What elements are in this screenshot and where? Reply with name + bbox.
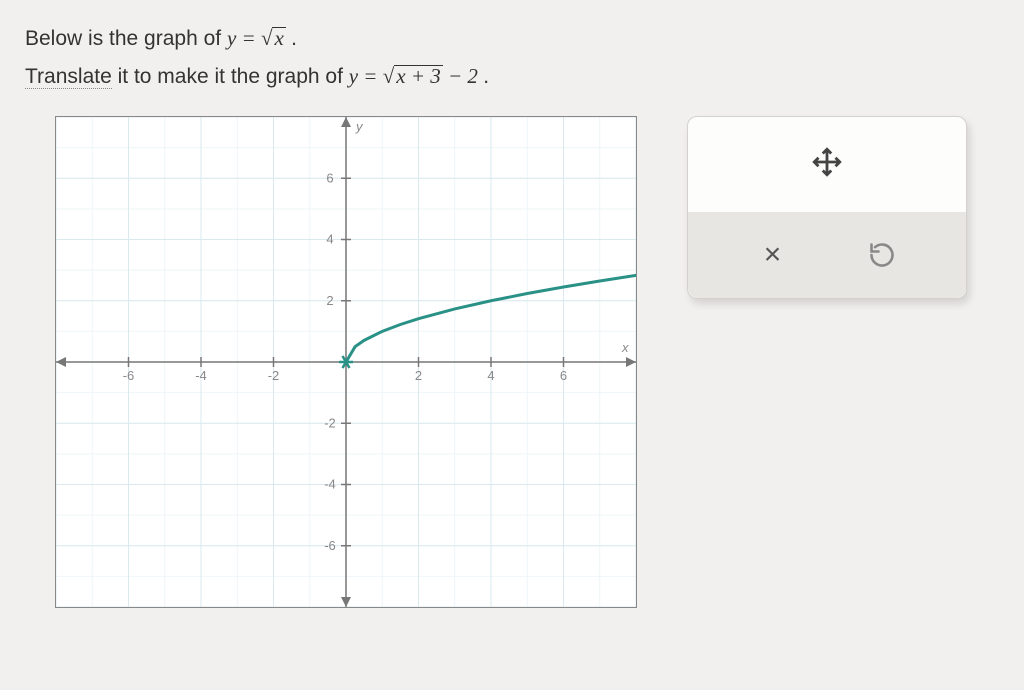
coordinate-graph[interactable]: -6 -4 -2 2 4 6 -6 -4 -2 2 4 6 x y <box>56 117 636 607</box>
svg-text:y: y <box>355 119 364 134</box>
svg-text:-2: -2 <box>324 415 336 430</box>
question-line2-mid: it to make it the graph of <box>118 65 349 88</box>
equation-target: y = x + 3 − 2 <box>349 64 483 88</box>
svg-text:-6: -6 <box>123 368 135 383</box>
undo-button[interactable] <box>857 230 907 280</box>
toolbox: × <box>687 116 967 299</box>
move-tool-button[interactable] <box>802 137 852 187</box>
clear-button[interactable]: × <box>748 230 798 280</box>
svg-text:-4: -4 <box>324 476 336 491</box>
svg-text:x: x <box>621 340 629 355</box>
question-line2-post: . <box>483 65 489 88</box>
translate-link[interactable]: Translate <box>25 65 112 89</box>
question-line1-post: . <box>291 27 297 50</box>
svg-text:4: 4 <box>487 368 494 383</box>
svg-text:-6: -6 <box>324 537 336 552</box>
svg-text:6: 6 <box>560 368 567 383</box>
graph-panel[interactable]: -6 -4 -2 2 4 6 -6 -4 -2 2 4 6 x y <box>55 116 637 608</box>
svg-text:-4: -4 <box>195 368 207 383</box>
question-text: Below is the graph of y = x . Translate … <box>25 20 999 96</box>
question-line1-pre: Below is the graph of <box>25 27 227 50</box>
svg-text:4: 4 <box>326 231 333 246</box>
svg-text:-2: -2 <box>268 368 280 383</box>
svg-text:2: 2 <box>415 368 422 383</box>
svg-text:2: 2 <box>326 292 333 307</box>
svg-text:6: 6 <box>326 170 333 185</box>
equation-original: y = x <box>227 26 291 50</box>
